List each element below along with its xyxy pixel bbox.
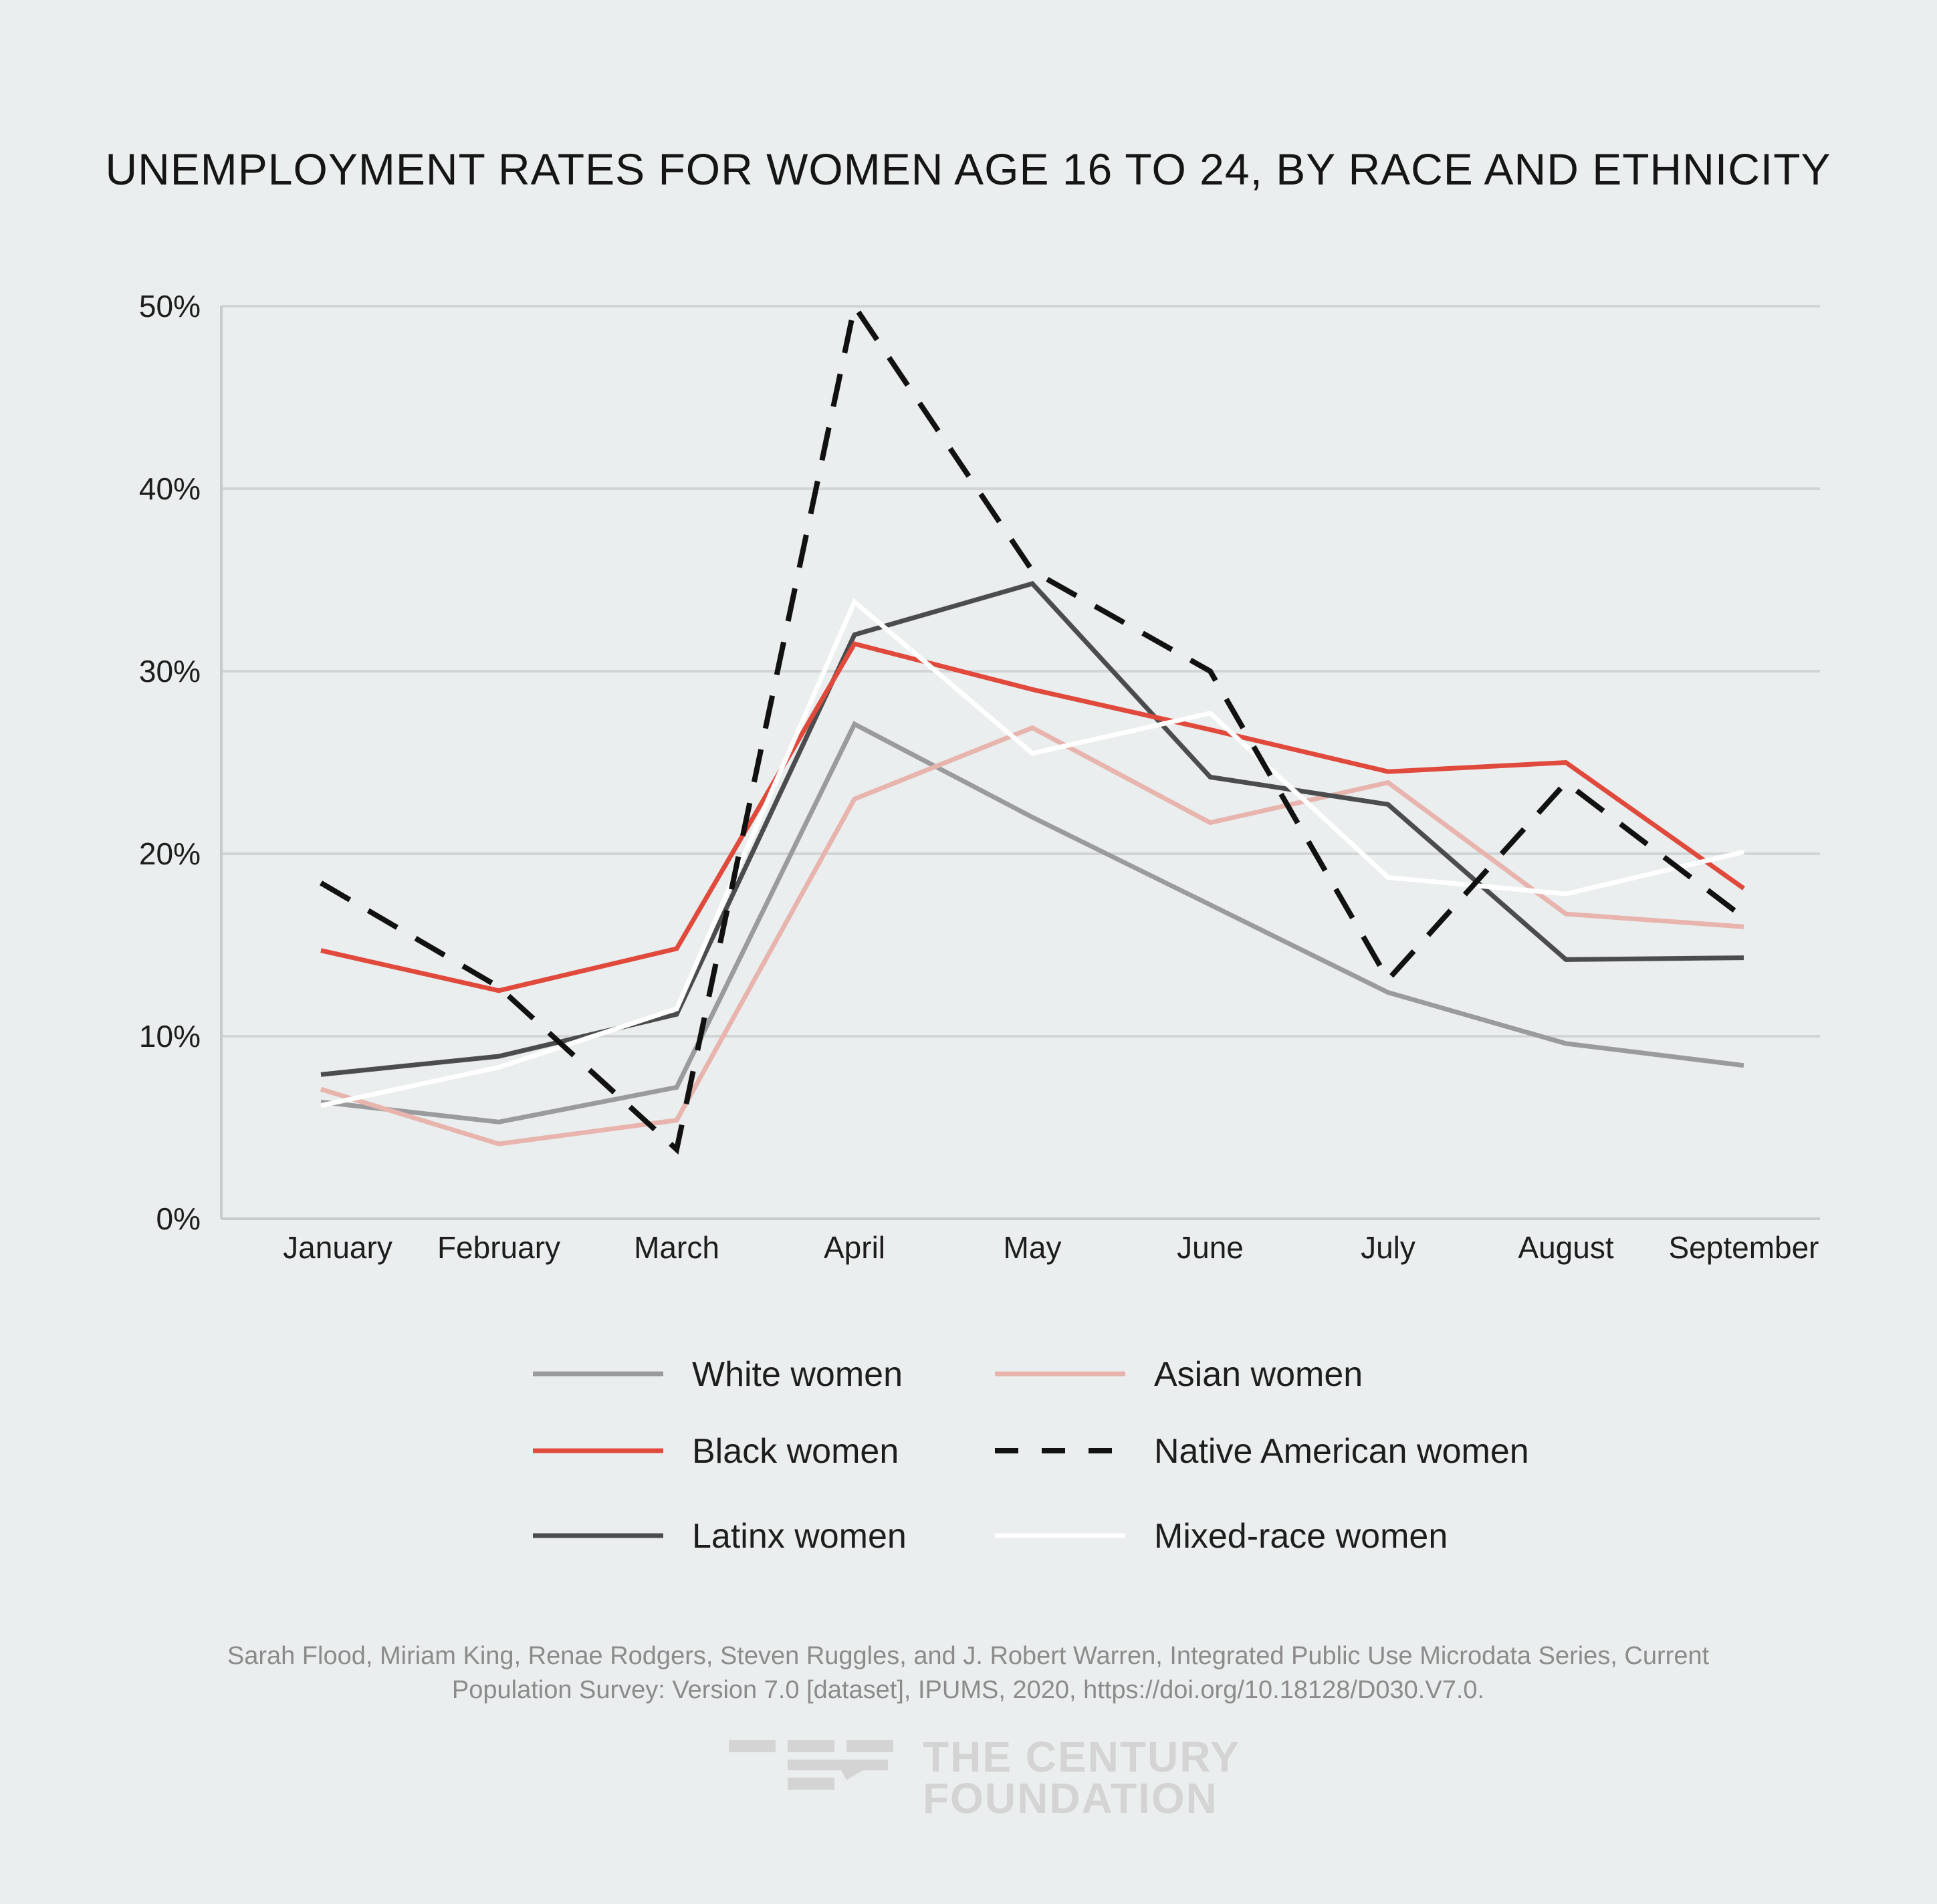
- series-lines: [319, 299, 1746, 1155]
- source-line-2: Population Survey: Version 7.0 [dataset]…: [452, 1676, 1484, 1704]
- series-mixed-race-women: [320, 598, 1744, 1108]
- y-tick-label: 30%: [139, 654, 201, 689]
- chart-title: UNEMPLOYMENT RATES FOR WOMEN AGE 16 TO 2…: [105, 144, 1831, 194]
- legend-label-black-women: Black women: [692, 1432, 899, 1471]
- series-native-american-women: [319, 299, 1746, 1155]
- logo-text-line-2: FOUNDATION: [923, 1774, 1218, 1822]
- legend-label-white-women: White women: [692, 1355, 903, 1394]
- grid-lines: [221, 305, 1820, 1038]
- y-tick-label: 0%: [156, 1201, 201, 1236]
- x-tick-label: March: [634, 1230, 719, 1265]
- y-tick-label: 10%: [139, 1019, 201, 1054]
- x-tick-label: June: [1177, 1230, 1244, 1265]
- x-tick-label: August: [1518, 1230, 1613, 1265]
- x-tick-label: February: [437, 1230, 560, 1265]
- century-foundation-logo: THE CENTURY FOUNDATION: [729, 1733, 1240, 1822]
- y-tick-label: 20%: [139, 836, 201, 871]
- series-latinx-women: [320, 581, 1744, 1077]
- series-black-women: [320, 640, 1746, 993]
- source-note: Sarah Flood, Miriam King, Renae Rodgers,…: [227, 1642, 1710, 1704]
- y-tick-label: 50%: [139, 289, 201, 324]
- series-asian-women: [320, 725, 1744, 1147]
- axes: [220, 306, 1820, 1220]
- series-white-women: [320, 721, 1744, 1124]
- x-tick-labels: January February March April May June July Augu…: [283, 1230, 1819, 1265]
- x-tick-label: May: [1004, 1230, 1062, 1265]
- legend-label-native-american-women: Native American women: [1154, 1432, 1529, 1471]
- legend-label-mixed-race-women: Mixed-race women: [1154, 1517, 1448, 1556]
- x-tick-label: July: [1361, 1230, 1415, 1265]
- x-tick-label: April: [824, 1230, 885, 1265]
- logo-mark-icon: [729, 1740, 893, 1790]
- legend-label-asian-women: Asian women: [1154, 1355, 1363, 1394]
- y-tick-label: 40%: [139, 471, 201, 506]
- source-line-1: Sarah Flood, Miriam King, Renae Rodgers,…: [227, 1642, 1710, 1670]
- x-tick-label: September: [1668, 1230, 1819, 1265]
- legend: White women Black women Latinx women Asian …: [533, 1355, 1529, 1556]
- x-tick-label: January: [283, 1230, 392, 1265]
- legend-label-latinx-women: Latinx women: [692, 1517, 907, 1556]
- logo-text-line-1: THE CENTURY: [923, 1733, 1240, 1781]
- y-tick-labels: 0% 10% 20% 30% 40% 50%: [139, 289, 201, 1236]
